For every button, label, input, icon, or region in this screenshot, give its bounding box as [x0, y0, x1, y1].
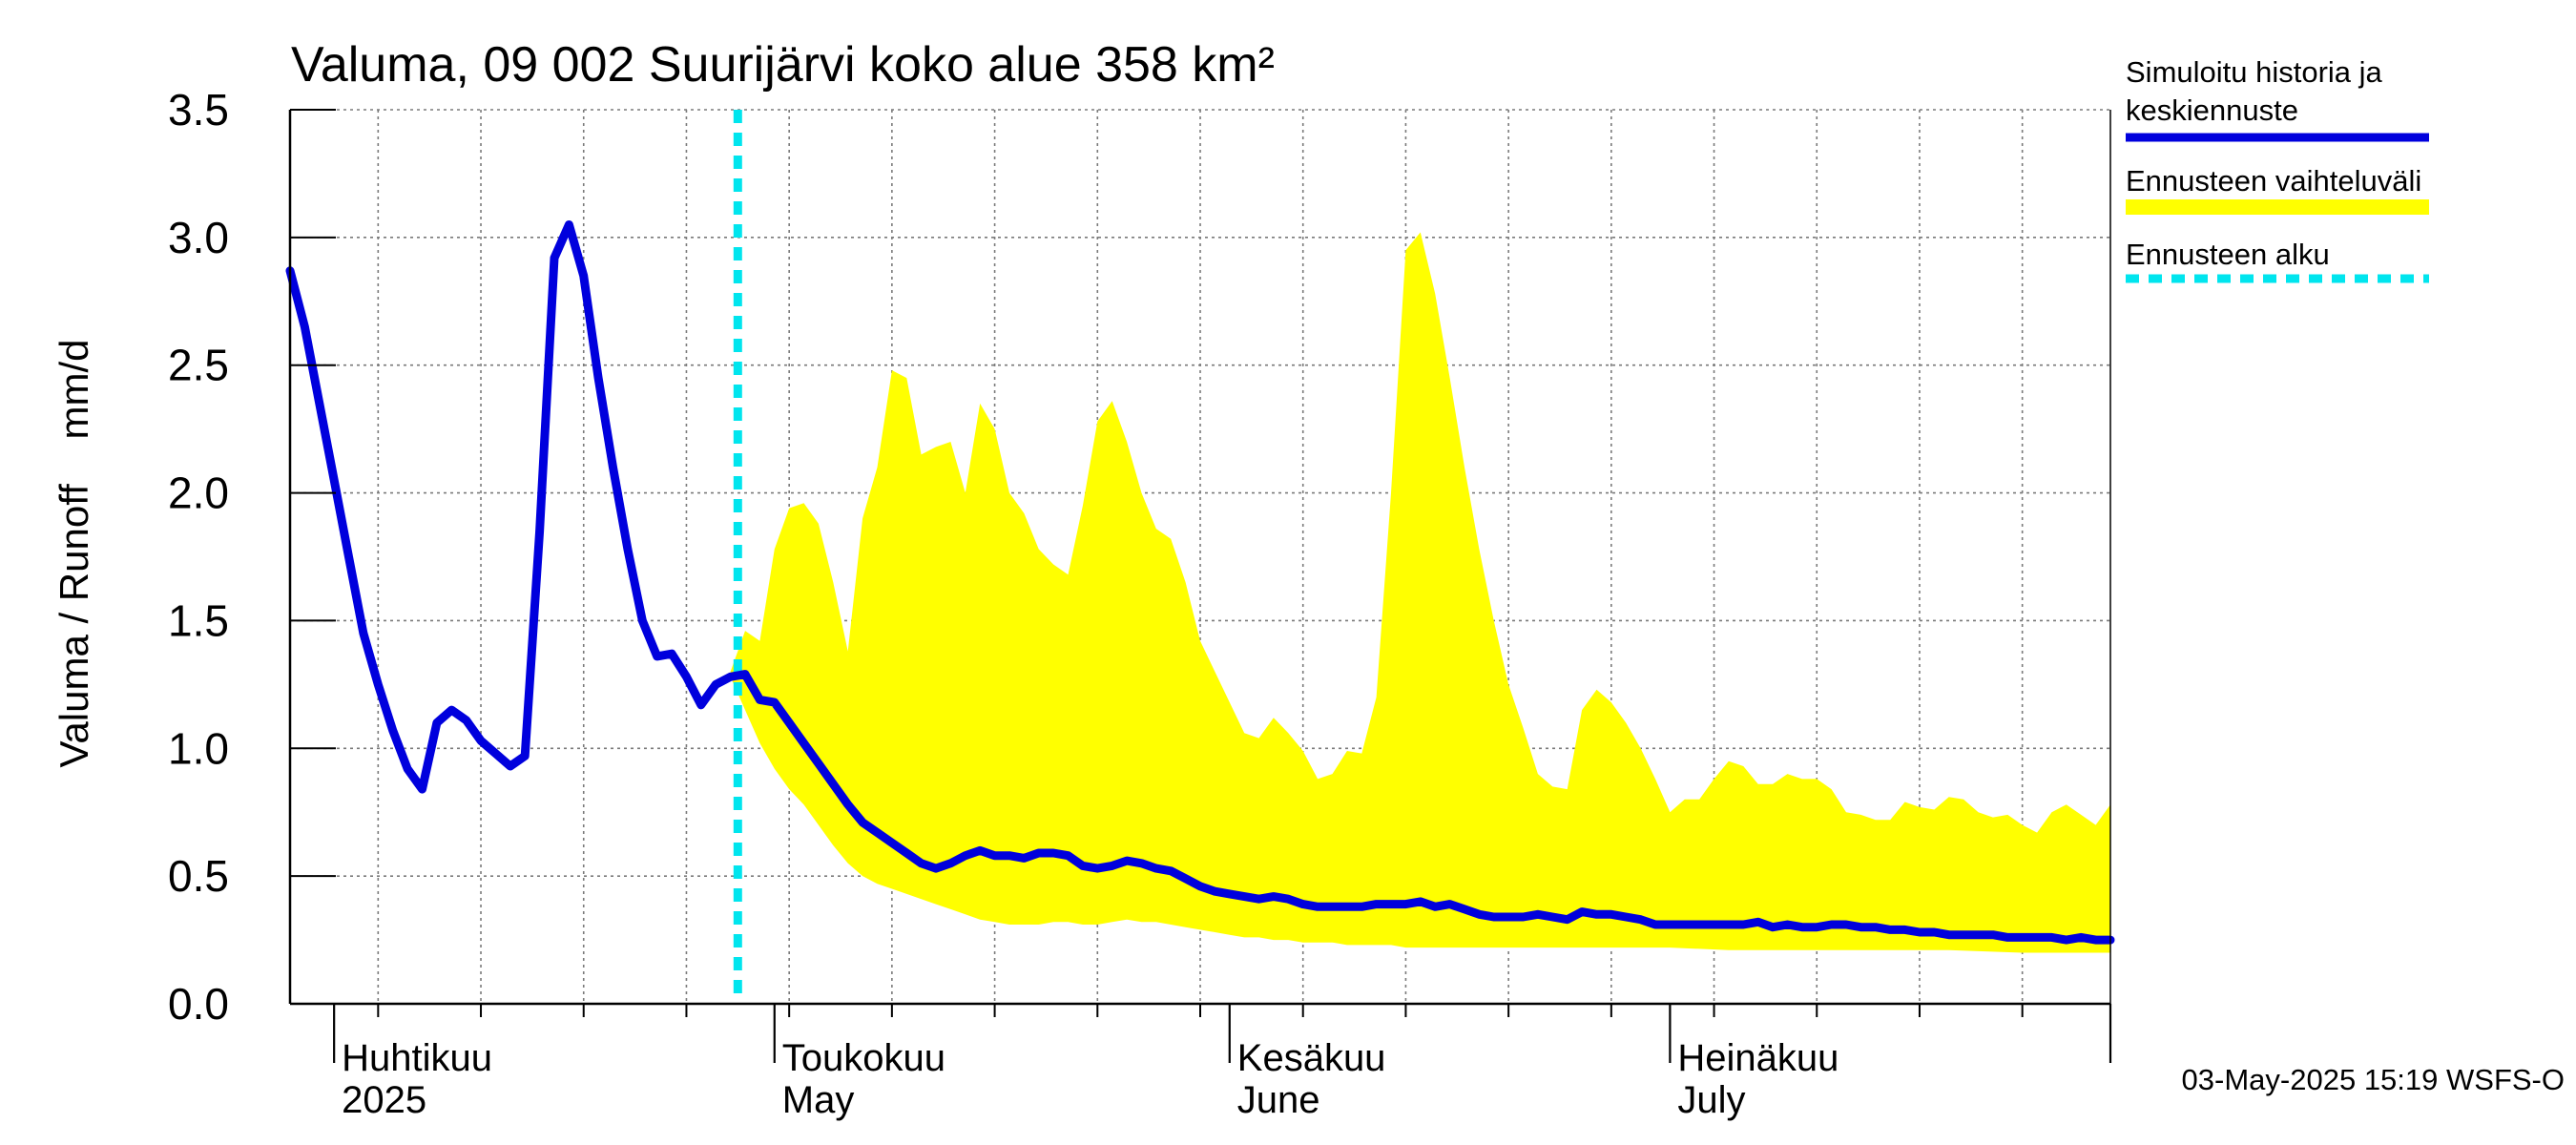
month-label: Heinäkuu — [1677, 1037, 1839, 1079]
legend-label-simulated-line2: keskiennuste — [2126, 94, 2298, 127]
month-label: Toukokuu — [782, 1037, 945, 1079]
footer-timestamp: 03-May-2025 15:19 WSFS-O — [2182, 1063, 2565, 1096]
legend-label-range: Ennusteen vaihteluväli — [2126, 164, 2421, 198]
y-tick-label: 1.0 — [168, 723, 229, 773]
legend-label-forecast-start: Ennusteen alku — [2126, 238, 2330, 271]
y-tick-label: 2.0 — [168, 468, 229, 518]
y-tick-label: 3.5 — [168, 85, 229, 135]
month-label-secondary: 2025 — [342, 1079, 426, 1121]
month-label-secondary: July — [1677, 1079, 1745, 1121]
y-tick-label: 0.0 — [168, 979, 229, 1029]
y-tick-label: 2.5 — [168, 341, 229, 390]
y-tick-label: 0.5 — [168, 851, 229, 901]
legend: Simuloitu historia ja keskiennuste Ennus… — [2126, 55, 2429, 283]
month-label-secondary: May — [782, 1079, 855, 1121]
month-label-secondary: June — [1237, 1079, 1320, 1121]
forecast-range-band — [730, 232, 2110, 953]
month-label: Huhtikuu — [342, 1037, 492, 1079]
legend-label-simulated-line1: Simuloitu historia ja — [2126, 55, 2383, 89]
forecast-range-area — [730, 232, 2110, 953]
simulated-runoff-series — [285, 220, 2115, 945]
y-tick-label: 1.5 — [168, 595, 229, 645]
simulated-runoff-line — [285, 220, 2115, 945]
y-axis-label: Valuma / Runoff mm/d — [52, 340, 96, 768]
month-label: Kesäkuu — [1237, 1037, 1386, 1079]
chart-title: Valuma, 09 002 Suurijärvi koko alue 358 … — [291, 37, 1275, 93]
grid-lines — [290, 109, 2110, 1004]
y-tick-label: 3.0 — [168, 213, 229, 262]
